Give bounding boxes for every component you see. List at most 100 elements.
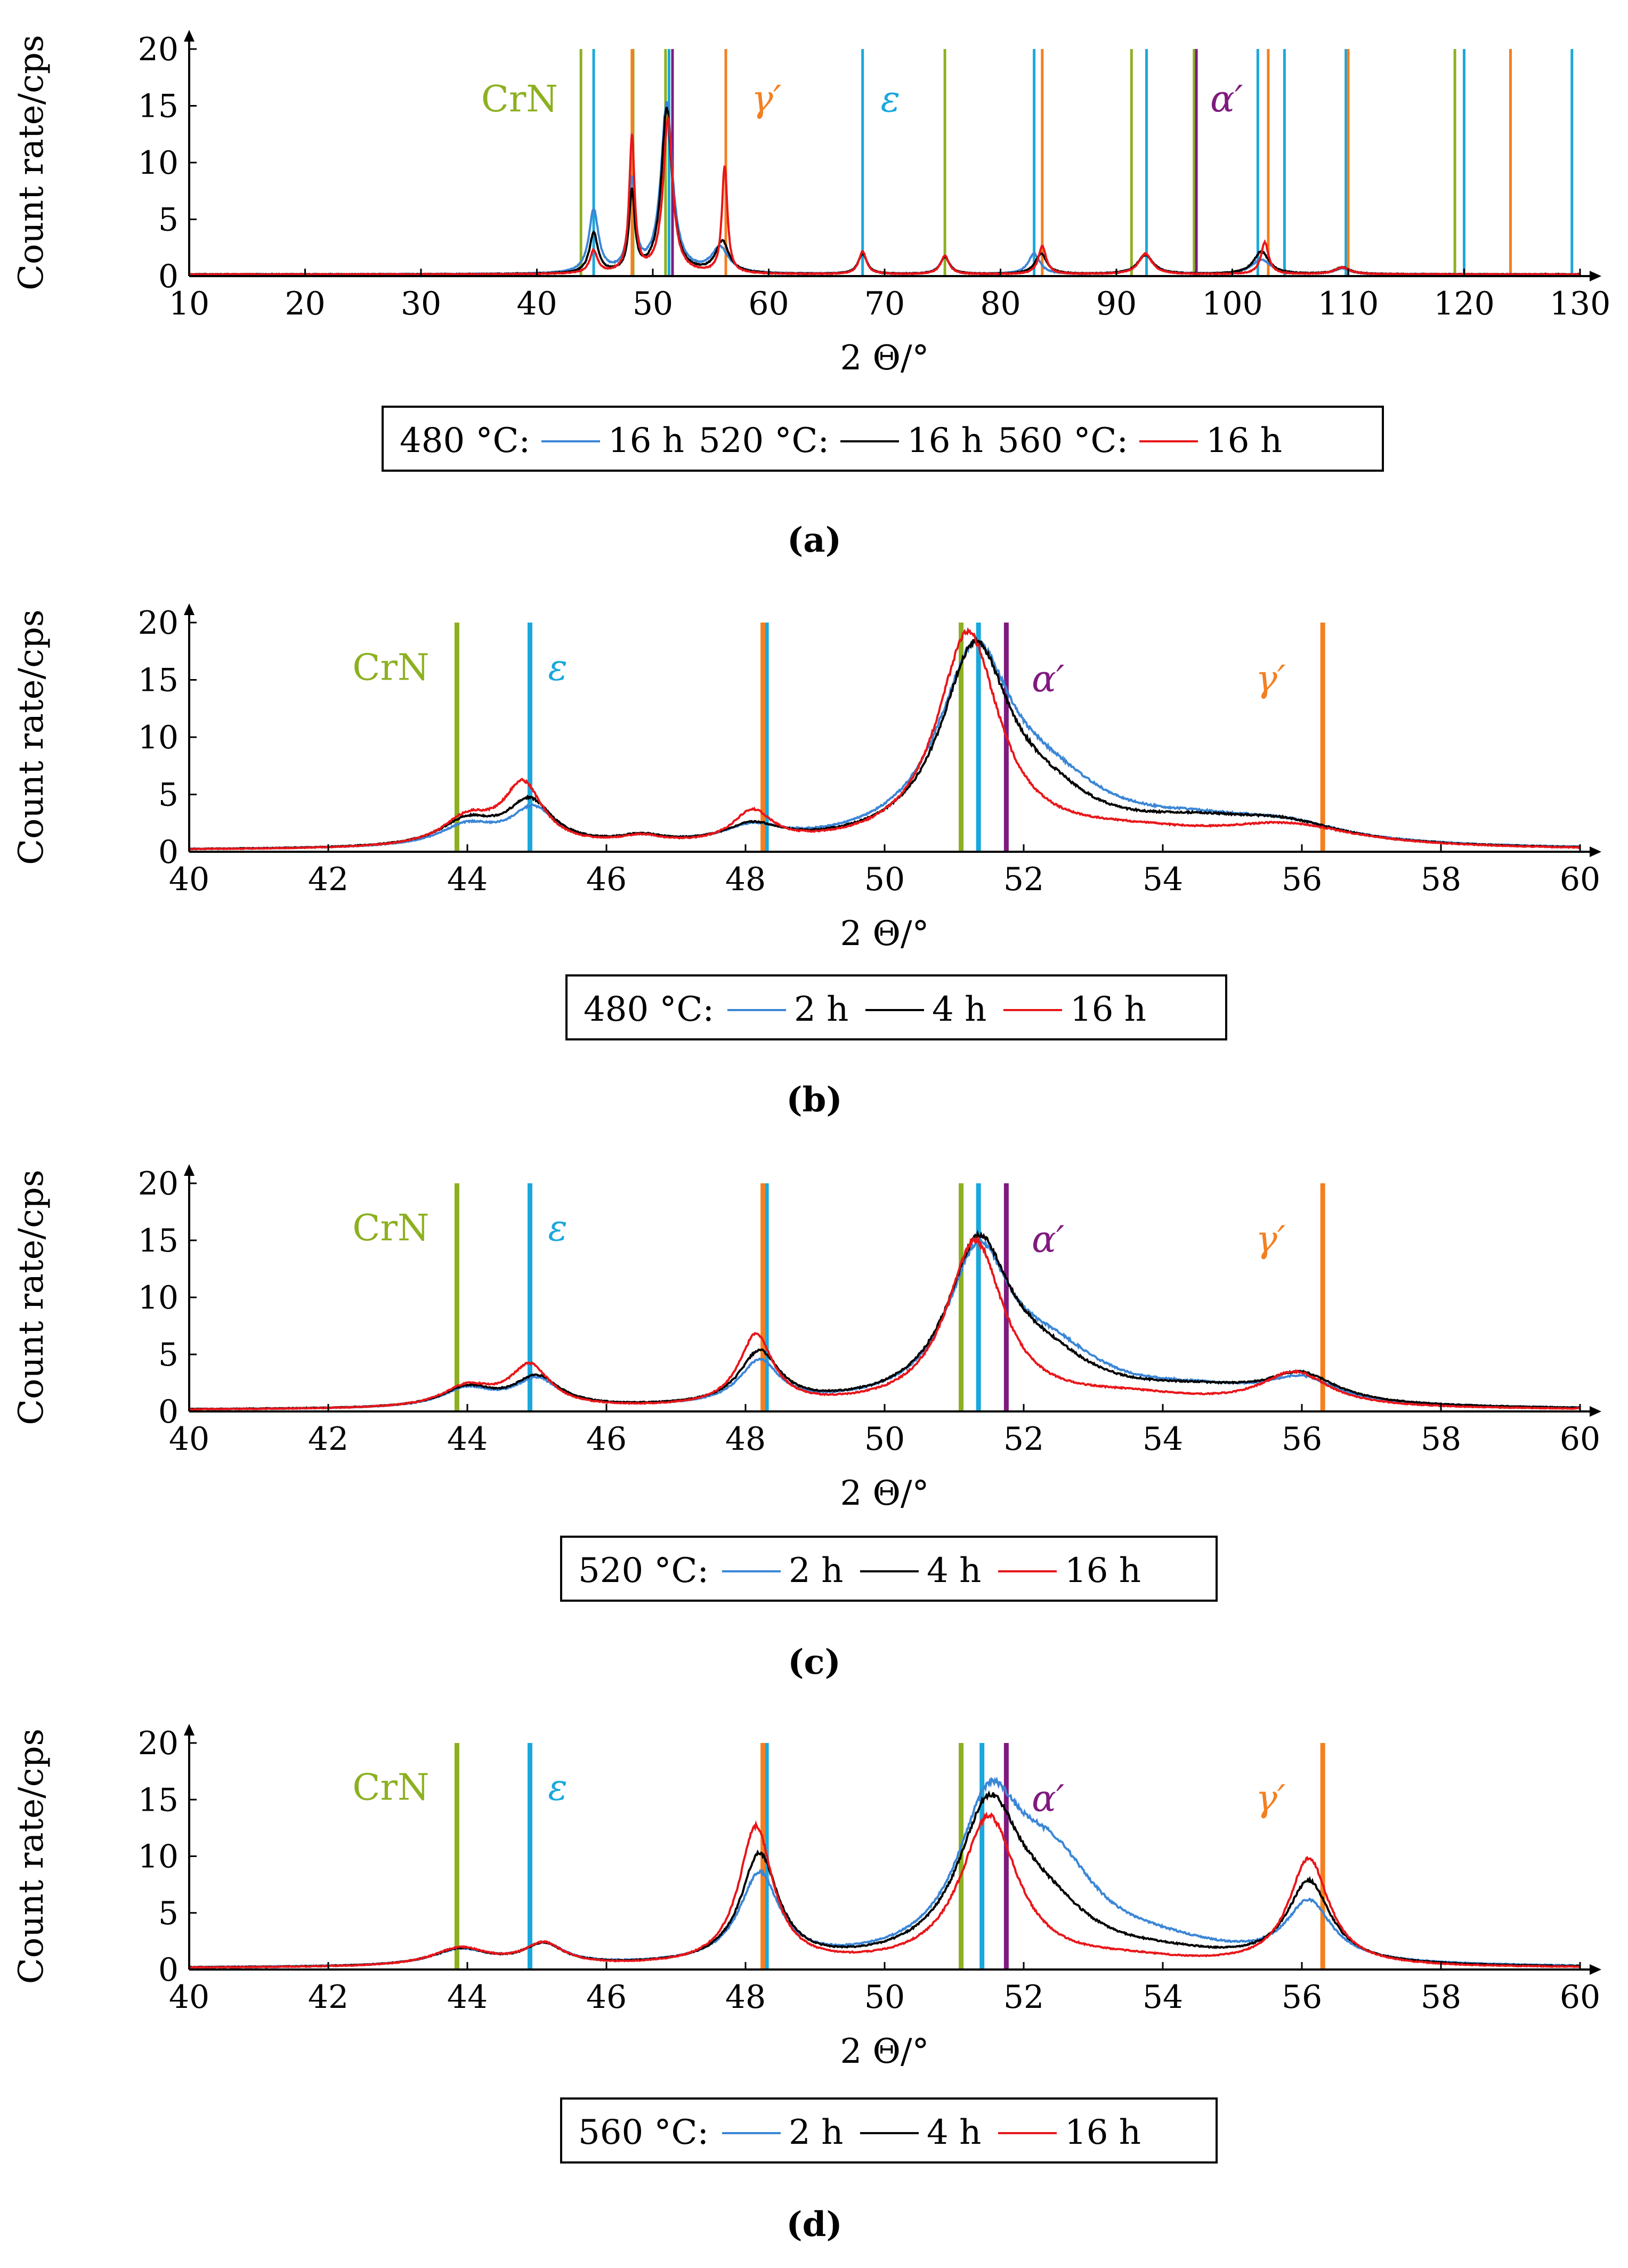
chart-panel-a: 10 20 30 40 50 60 70 80 90 100 110 120 130 0 5 10 15 20 2 … [12, 30, 1610, 560]
series-line-blue [188, 101, 1581, 277]
x-tick-label: 40 [169, 1420, 209, 1458]
legend-entry-label: 520 °C: [699, 421, 829, 461]
x-tick-label: 48 [725, 1979, 766, 2016]
x-tick-label: 100 [1202, 285, 1263, 322]
y-tick-label: 0 [158, 258, 179, 295]
legend-entry-value: 4 h [927, 2113, 981, 2152]
x-tick-label: 42 [308, 1979, 349, 2016]
phase-label-crn: CrN [352, 647, 429, 689]
chart-panel-b: 40 42 44 46 48 50 52 54 56 58 60 0 5 10 15 20 2 Θ/° Count… [12, 603, 1601, 1120]
x-tick-label: 60 [1560, 861, 1600, 898]
x-axis-label: 2 Θ/° [840, 1474, 929, 1513]
phase-label-alpha: α′ [1032, 1218, 1065, 1261]
y-tick-label: 10 [138, 1838, 179, 1876]
legend-box [382, 406, 1384, 472]
y-tick-label: 0 [158, 1393, 179, 1431]
series-line-red [189, 114, 1581, 277]
series-line-black [188, 107, 1581, 277]
y-tick-label: 20 [138, 1725, 179, 1762]
chart-panel-d: 40 42 44 46 48 50 52 54 56 58 60 0 5 10 15 20 2 Θ/° Count… [12, 1724, 1601, 2245]
legend-entry-value: 16 h [907, 421, 983, 461]
legend-entry-value: 2 h [789, 1551, 843, 1591]
legend-entry-value: 4 h [927, 1551, 981, 1591]
phase-label-crn: CrN [481, 78, 558, 120]
y-tick-label: 15 [138, 662, 179, 699]
series-line-black [189, 1229, 1581, 1411]
x-tick-label: 60 [1560, 1979, 1600, 2016]
phase-label-gamma: γ′ [751, 78, 782, 120]
x-tick-label: 50 [864, 1979, 905, 2016]
x-axis-arrow [1590, 1406, 1601, 1417]
legend-prefix: 560 °C: [578, 2113, 709, 2152]
phase-label-alpha: α′ [1032, 1778, 1065, 1820]
series-group [188, 1777, 1581, 1969]
x-tick-label: 58 [1421, 1979, 1461, 2016]
x-axis-arrow [1590, 846, 1601, 857]
phase-label-crn: CrN [352, 1207, 429, 1249]
x-tick-label: 44 [447, 1979, 488, 2016]
x-tick-label: 60 [748, 285, 789, 322]
x-tick-label: 10 [169, 285, 209, 322]
y-axis-label: Count rate/cps [12, 1729, 51, 1984]
y-axis-label: Count rate/cps [12, 609, 51, 865]
x-tick-label: 56 [1282, 861, 1322, 898]
x-tick-label: 50 [864, 1420, 905, 1458]
x-tick-label: 46 [586, 1420, 627, 1458]
y-tick-label: 0 [158, 1951, 179, 1989]
series-line-red [188, 1811, 1581, 1969]
legend-entry-label: 480 °C: [400, 421, 530, 461]
x-tick-label: 70 [864, 285, 905, 322]
phase-label-epsilon: ε [548, 1207, 568, 1249]
x-tick-label: 40 [169, 1979, 209, 2016]
series-line-black [189, 1790, 1581, 1969]
x-tick-label: 58 [1421, 861, 1461, 898]
y-tick-label: 10 [138, 144, 179, 182]
x-tick-label: 48 [725, 861, 766, 898]
axes: 10 20 30 40 50 60 70 80 90 100 110 120 130 0 5 10 15 20 [138, 30, 1610, 322]
legend-prefix: 520 °C: [578, 1551, 709, 1591]
phase-label-gamma: γ′ [1256, 1778, 1286, 1820]
x-tick-label: 44 [447, 861, 488, 898]
x-tick-label: 48 [725, 1420, 766, 1458]
legend-entry-value: 16 h [608, 421, 684, 461]
legend-entry-label: 560 °C: [998, 421, 1128, 461]
x-tick-label: 40 [169, 861, 209, 898]
series-line-red [189, 1235, 1580, 1411]
x-tick-label: 46 [586, 861, 627, 898]
y-axis-arrow [184, 30, 195, 42]
phase-lines [454, 1183, 1325, 1411]
legend-box [565, 974, 1227, 1040]
y-tick-label: 15 [138, 88, 179, 125]
legend-prefix: 480 °C: [584, 990, 714, 1029]
y-axis-arrow [184, 1724, 195, 1736]
x-axis-arrow [1590, 271, 1601, 281]
phase-label-gamma: γ′ [1256, 658, 1286, 700]
legend-box [560, 2097, 1218, 2164]
x-axis-label: 2 Θ/° [840, 2032, 929, 2071]
y-axis-arrow [184, 603, 195, 615]
series-line-blue [189, 1237, 1581, 1411]
x-tick-label: 56 [1282, 1979, 1322, 2016]
series-group [188, 101, 1581, 277]
x-tick-label: 40 [516, 285, 557, 322]
panel-caption: (b) [786, 1080, 842, 1120]
x-axis-label: 2 Θ/° [840, 914, 929, 954]
y-tick-label: 10 [138, 719, 179, 756]
x-tick-label: 110 [1318, 285, 1379, 322]
phase-lines [579, 49, 1574, 276]
x-tick-label: 52 [1003, 1979, 1044, 2016]
x-tick-label: 50 [864, 861, 905, 898]
phase-label-epsilon: ε [881, 78, 901, 120]
panel-caption: (d) [786, 2205, 842, 2245]
legend: 480 °C: 16 h 520 °C: 16 h 560 °C: 16 h [382, 406, 1384, 472]
x-tick-label: 80 [980, 285, 1020, 322]
phase-label-alpha: α′ [1210, 78, 1243, 120]
x-tick-label: 60 [1560, 1420, 1600, 1458]
series-group [189, 1229, 1581, 1411]
x-tick-label: 54 [1143, 1420, 1183, 1458]
y-tick-label: 0 [158, 834, 179, 871]
axes: 40 42 44 46 48 50 52 54 56 58 60 0 5 10 15 20 [138, 1724, 1601, 2016]
axes: 40 42 44 46 48 50 52 54 56 58 60 0 5 10 15 20 [138, 603, 1601, 898]
x-axis-label: 2 Θ/° [840, 338, 929, 378]
